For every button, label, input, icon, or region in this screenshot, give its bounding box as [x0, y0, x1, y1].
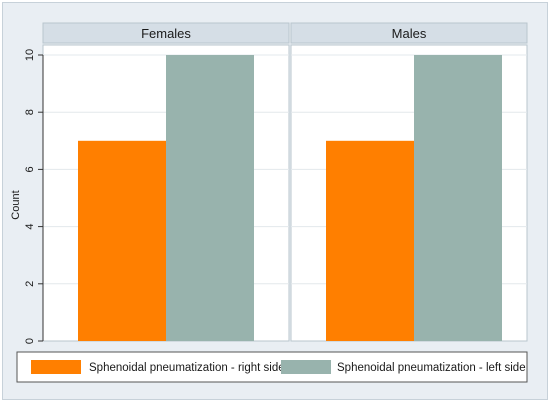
legend-swatch-left-side: [281, 360, 331, 374]
y-tick-label: 10: [24, 49, 36, 61]
bar-males-series-2: [414, 55, 502, 341]
y-tick-label: 8: [24, 109, 36, 115]
legend-swatch-right-side: [31, 360, 81, 374]
y-axis-label: Count: [10, 190, 22, 219]
bar-males-series-1: [326, 140, 414, 341]
legend-label-right-side: Sphenoidal pneumatization - right side: [89, 362, 285, 374]
legend-label-left-side: Sphenoidal pneumatization - left side: [337, 362, 526, 374]
y-tick-label: 2: [24, 281, 36, 287]
panel-title: Males: [392, 26, 427, 41]
bar-females-series-2: [166, 55, 254, 341]
panel-title-strip: [42, 22, 290, 44]
panel-title: Females: [141, 26, 191, 41]
y-tick-label: 6: [24, 166, 36, 172]
panel-title-strip: [290, 22, 528, 44]
legend-box: [16, 351, 528, 383]
bar-females-series-1: [78, 140, 166, 341]
chart-svg: Females Males 0 2 4 6 8 10 Count Sphenoidal pneum…: [10, 22, 528, 383]
y-tick-label: 4: [24, 224, 36, 230]
y-tick-label: 0: [24, 338, 36, 344]
